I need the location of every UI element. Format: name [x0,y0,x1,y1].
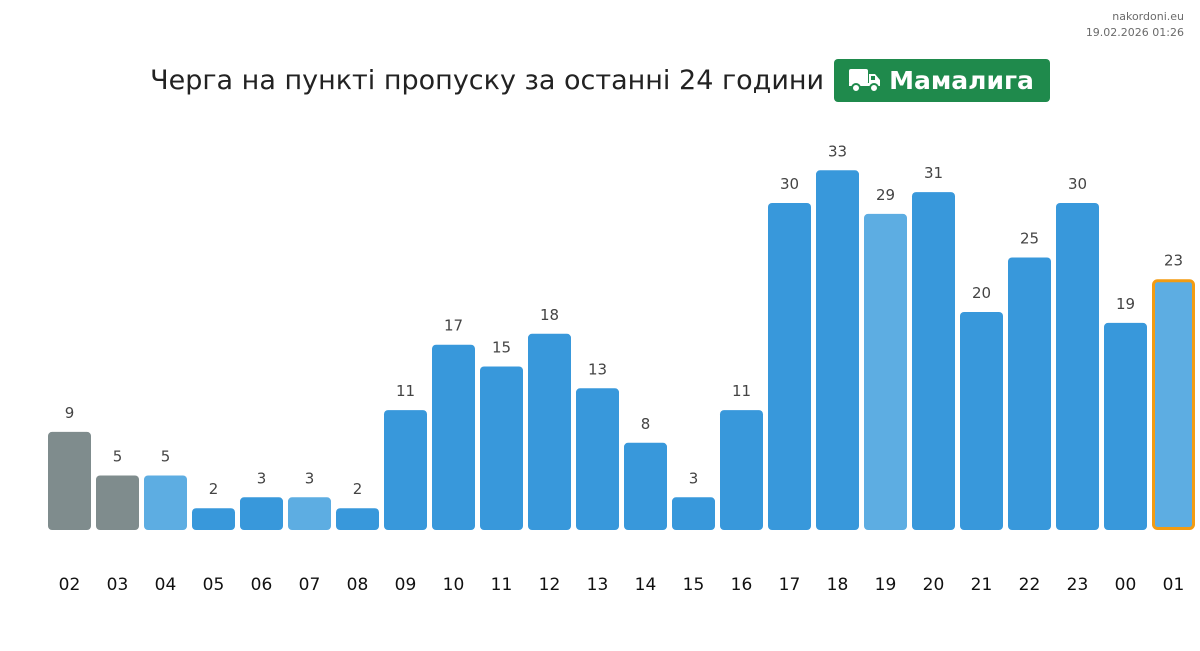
bar-00 [1104,322,1147,530]
bar-17 [768,203,811,530]
bar-value-label: 3 [257,469,267,487]
category-label: 07 [299,575,321,595]
bar-08 [336,508,379,530]
source-timestamp: 19.02.2026 01:26 [1085,26,1184,39]
bar-value-label: 13 [588,360,607,378]
bar-value-label: 9 [65,404,75,422]
source-meta: nakordoni.eu 19.02.2026 01:26 [1086,9,1184,41]
bar-value-label: 30 [780,175,799,193]
category-label: 10 [443,575,465,595]
bar-value-label: 17 [444,317,463,335]
bar-10 [432,344,475,530]
category-label: 00 [1115,575,1137,595]
bar-value-label: 8 [641,415,651,433]
bar-02 [48,431,91,530]
category-label: 16 [731,575,753,595]
bar-value-label: 5 [113,448,123,466]
category-label: 23 [1067,575,1089,595]
bar-23 [1056,203,1099,530]
category-label: 20 [923,575,945,595]
bar-22 [1008,257,1051,530]
category-label: 13 [587,575,609,595]
page-title: Черга на пункті пропуску за останні 24 г… [150,64,825,96]
checkpoint-badge: Мамалига [834,58,1050,102]
category-label: 21 [971,575,993,595]
category-label: 05 [203,575,225,595]
bar-13 [576,388,619,530]
bar-value-label: 23 [1164,251,1183,269]
bar-20 [912,192,955,530]
bar-value-label: 19 [1116,295,1135,313]
truck-icon [849,69,881,93]
bar-04 [144,475,187,530]
bar-value-label: 3 [305,469,315,487]
bar-value-label: 11 [732,382,751,400]
bar-15 [672,497,715,530]
category-label: 12 [539,575,561,595]
bar-value-label: 15 [492,339,511,357]
category-label: 03 [107,575,129,595]
header: Черга на пункті пропуску за останні 24 г… [0,58,1200,102]
bar-03 [96,475,139,530]
bar-value-label: 30 [1068,175,1087,193]
bar-value-label: 2 [353,480,363,498]
bar-19 [864,213,907,530]
bar-value-label: 25 [1020,230,1039,248]
bar-09 [384,410,427,530]
category-label: 11 [491,575,513,595]
bar-value-label: 33 [828,142,847,160]
bar-value-label: 5 [161,448,171,466]
category-label: 04 [155,575,177,595]
category-label: 01 [1163,575,1185,595]
bar-11 [480,366,523,530]
bar-18 [816,170,859,531]
bar-06 [240,497,283,530]
category-label: 15 [683,575,705,595]
bar-value-label: 31 [924,164,943,182]
checkpoint-name: Мамалига [889,65,1034,95]
bar-value-label: 29 [876,186,895,204]
category-label: 14 [635,575,657,595]
bar-14 [624,442,667,530]
category-label: 09 [395,575,417,595]
source-site: nakordoni.eu [1112,10,1184,23]
bar-value-label: 3 [689,469,699,487]
category-label: 08 [347,575,369,595]
category-label: 19 [875,575,897,595]
bar-16 [720,410,763,530]
bar-value-label: 18 [540,306,559,324]
bar-01 [1152,279,1195,530]
category-label: 22 [1019,575,1041,595]
bar-value-label: 2 [209,480,219,498]
category-label: 02 [59,575,81,595]
category-label: 18 [827,575,849,595]
bar-value-label: 11 [396,382,415,400]
bar-07 [288,497,331,530]
category-label: 06 [251,575,273,595]
bar-05 [192,508,235,530]
bar-12 [528,333,571,530]
category-label: 17 [779,575,801,595]
bar-value-label: 20 [972,284,991,302]
bar-21 [960,312,1003,530]
